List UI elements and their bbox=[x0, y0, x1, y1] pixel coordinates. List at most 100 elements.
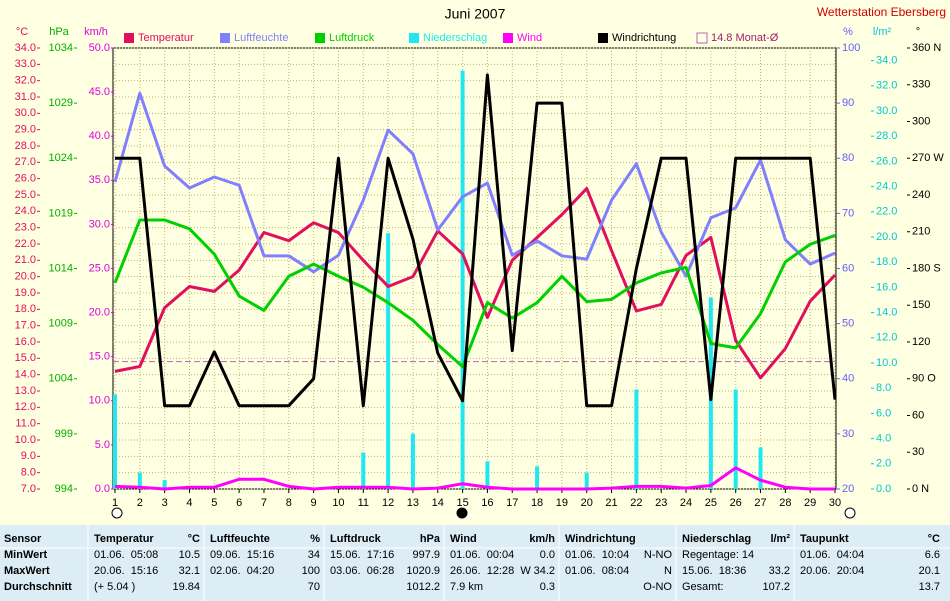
y-tick-label: 12.0 bbox=[876, 332, 897, 344]
x-tick-label: 15 bbox=[456, 497, 468, 509]
y-tick-label: 22.0 bbox=[876, 206, 897, 218]
y-tick-label: 33.0 bbox=[15, 58, 36, 70]
x-tick-label: 7 bbox=[261, 497, 267, 509]
y-tick-label: 26.0 bbox=[876, 155, 897, 167]
y-tick-label: 34.0 bbox=[876, 55, 897, 67]
x-tick-label: 18 bbox=[531, 497, 543, 509]
y-tick-label: 330 bbox=[912, 79, 930, 91]
table-cell: 1020.9 bbox=[406, 565, 440, 577]
x-tick-label: 2 bbox=[137, 497, 143, 509]
legend-label: Luftfeuchte bbox=[234, 32, 288, 44]
table-cell: Regentage: 14 bbox=[682, 549, 754, 561]
y-tick-label: 40.0 bbox=[89, 130, 110, 142]
axis-unit: km/h bbox=[84, 26, 108, 38]
table-unit: km/h bbox=[529, 533, 555, 545]
y-tick-label: 10.0 bbox=[89, 395, 110, 407]
y-tick-label: 10.0 bbox=[15, 434, 36, 446]
y-tick-label: 0.0 bbox=[95, 483, 110, 495]
y-tick-label: 120 bbox=[912, 336, 930, 348]
table-cell: 32.1 bbox=[179, 565, 200, 577]
precip-bar bbox=[634, 389, 639, 489]
y-tick-label: 30 bbox=[842, 428, 854, 440]
legend-swatch bbox=[696, 32, 708, 44]
legend-swatch bbox=[124, 33, 134, 43]
y-tick-label: 29.0 bbox=[15, 124, 36, 136]
x-tick-label: 4 bbox=[186, 497, 192, 509]
plot-area bbox=[112, 47, 837, 490]
table-cell: 0.3 bbox=[540, 581, 555, 593]
legend-swatch bbox=[315, 33, 325, 43]
y-tick-label: 26.0 bbox=[15, 173, 36, 185]
precip-bar bbox=[137, 472, 142, 489]
table-cell: O-NO bbox=[643, 581, 672, 593]
y-tick-label: 15.0 bbox=[89, 351, 110, 363]
y-tick-label: 32.0 bbox=[876, 80, 897, 92]
y-tick-label: 18.0 bbox=[876, 256, 897, 268]
y-tick-label: 80 bbox=[842, 152, 854, 164]
y-tick-label: 20.0 bbox=[876, 231, 897, 243]
y-tick-label: 17.0 bbox=[15, 320, 36, 332]
axis-unit: hPa bbox=[49, 26, 69, 38]
axis-unit: °C bbox=[16, 26, 28, 38]
y-tick-label: 1019 bbox=[49, 207, 73, 219]
table-cell: 01.06. 00:04 bbox=[450, 549, 514, 561]
y-tick-label: 16.0 bbox=[15, 336, 36, 348]
axis-unit: ° bbox=[916, 26, 920, 38]
series-line bbox=[114, 466, 835, 491]
x-tick-label: 14 bbox=[432, 497, 444, 509]
y-tick-label: 70 bbox=[842, 207, 854, 219]
table-header: Luftdruck bbox=[330, 533, 382, 545]
y-tick-label: 12.0 bbox=[15, 401, 36, 413]
x-tick-label: 21 bbox=[605, 497, 617, 509]
table-cell: 15.06. 17:16 bbox=[330, 549, 394, 561]
precip-bar bbox=[535, 466, 540, 489]
precip-bar bbox=[485, 461, 490, 489]
table-cell: 20.1 bbox=[919, 565, 940, 577]
table-background bbox=[0, 525, 950, 601]
moon-phase bbox=[456, 507, 468, 519]
series-line bbox=[114, 186, 837, 380]
y-tick-label: 300 bbox=[912, 115, 930, 127]
y-tick-label: 7.0 bbox=[21, 483, 36, 495]
x-tick-label: 12 bbox=[382, 497, 394, 509]
table-header: Windrichtung bbox=[565, 533, 636, 545]
table-cell: 02.06. 04:20 bbox=[210, 565, 274, 577]
y-tick-label: 15.0 bbox=[15, 352, 36, 364]
y-tick-label: 30.0 bbox=[15, 107, 36, 119]
y-tick-label: 20.0 bbox=[15, 271, 36, 283]
table-cell: 15.06. 18:36 bbox=[682, 565, 746, 577]
table-cell: N bbox=[664, 565, 672, 577]
table-cell: 03.06. 06:28 bbox=[330, 565, 394, 577]
y-tick-label: 1034 bbox=[49, 42, 73, 54]
table-header: Taupunkt bbox=[800, 533, 849, 545]
y-tick-label: 25.0 bbox=[89, 262, 110, 274]
y-tick-label: 27.0 bbox=[15, 156, 36, 168]
moon-phase bbox=[844, 507, 856, 519]
table-header: Niederschlag bbox=[682, 533, 751, 545]
table-cell: 1012.2 bbox=[406, 581, 440, 593]
table-cell: 20.06. 20:04 bbox=[800, 565, 864, 577]
legend-label: Luftdruck bbox=[329, 32, 375, 44]
y-tick-label: 28.0 bbox=[15, 140, 36, 152]
y-tick-label: 6.0 bbox=[876, 407, 891, 419]
table-unit: hPa bbox=[420, 533, 441, 545]
precip-bar bbox=[410, 433, 415, 489]
table-cell: 01.06. 04:04 bbox=[800, 549, 864, 561]
table-cell: Gesamt: bbox=[682, 581, 724, 593]
y-tick-label: 150 bbox=[912, 299, 930, 311]
row-label: Durchschnitt bbox=[4, 581, 72, 593]
x-tick-label: 17 bbox=[506, 497, 518, 509]
series-line bbox=[115, 73, 837, 408]
y-tick-label: 270 W bbox=[912, 152, 944, 164]
y-tick-label: 19.0 bbox=[15, 287, 36, 299]
legend-label: Wind bbox=[517, 32, 542, 44]
table-header: Sensor bbox=[4, 533, 42, 545]
precip-bar bbox=[460, 70, 465, 490]
y-tick-label: 22.0 bbox=[15, 238, 36, 250]
table-cell: 7.9 km bbox=[450, 581, 483, 593]
table-cell: 107.2 bbox=[762, 581, 790, 593]
legend-swatch bbox=[220, 33, 230, 43]
y-tick-label: 60 bbox=[842, 262, 854, 274]
